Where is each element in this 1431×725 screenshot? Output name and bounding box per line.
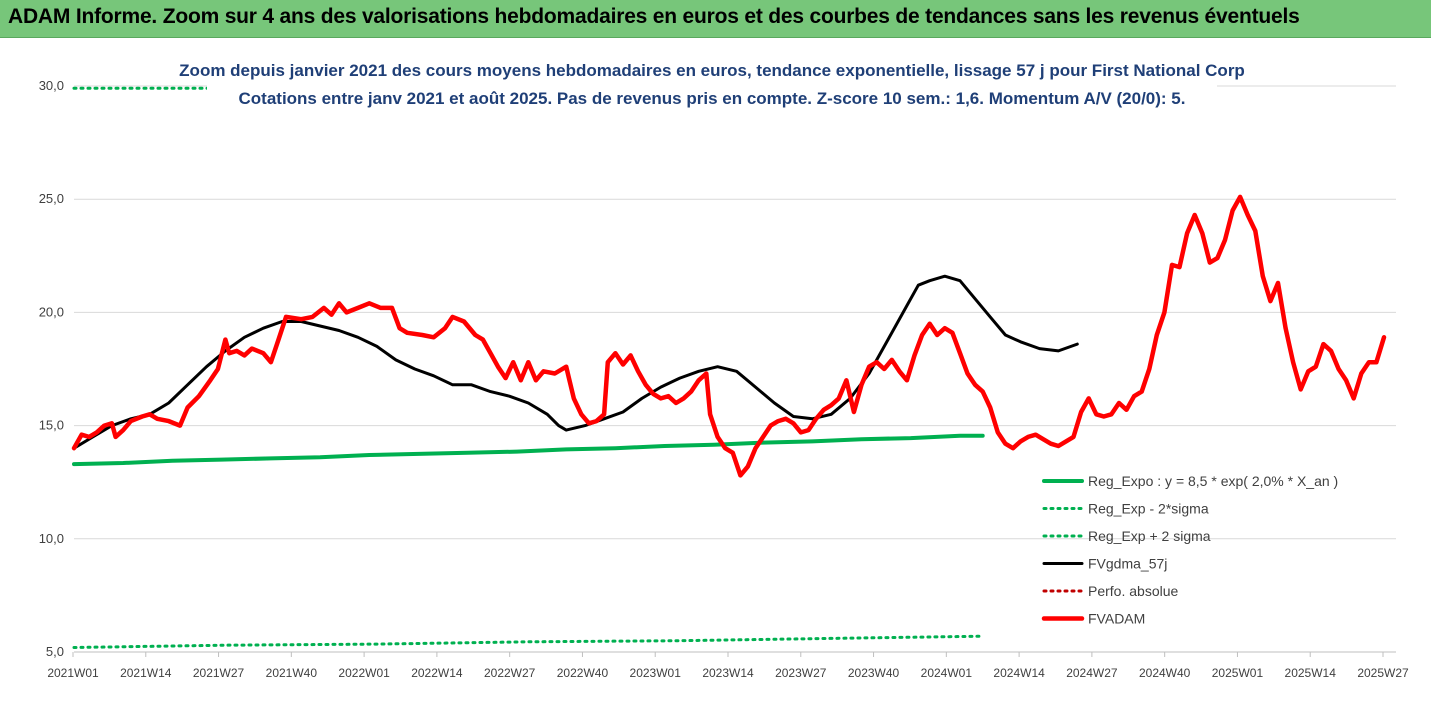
x-tick-label: 2021W01 xyxy=(47,666,99,680)
y-tick-label: 20,0 xyxy=(39,304,64,319)
x-tick-label: 2022W01 xyxy=(338,666,390,680)
x-tick-label: 2023W14 xyxy=(702,666,754,680)
banner-title: ADAM Informe. Zoom sur 4 ans des valoris… xyxy=(8,5,1300,28)
x-tick-label: 2024W40 xyxy=(1139,666,1191,680)
legend-label-3: FVgdma_57j xyxy=(1088,556,1167,572)
legend-label-1: Reg_Exp - 2*sigma xyxy=(1088,501,1209,517)
series-line-1 xyxy=(72,634,985,649)
x-tick-label: 2023W01 xyxy=(630,666,682,680)
y-tick-label: 10,0 xyxy=(39,531,64,546)
x-tick-label: 2025W14 xyxy=(1285,666,1337,680)
series-line-5 xyxy=(71,194,1387,478)
chart-subtitle: Cotations entre janv 2021 et août 2025. … xyxy=(239,89,1186,108)
y-axis: 5,0 10,0 15,0 20,0 25,0 30,0 xyxy=(39,78,64,659)
title-backdrop xyxy=(207,50,1217,112)
x-tick-label: 2022W40 xyxy=(557,666,609,680)
x-tick-label: 2025W01 xyxy=(1212,666,1264,680)
x-tick-label: 2021W14 xyxy=(120,666,172,680)
x-tick-label: 2024W01 xyxy=(921,666,973,680)
x-tick-label: 2022W14 xyxy=(411,666,463,680)
x-axis: 2021W01 2021W14 2021W27 2021W40 2022W01 2022W… xyxy=(47,652,1409,680)
x-tick-label: 2021W40 xyxy=(266,666,318,680)
chart-svg: 5,010,015,020,025,030,0 2021W01 2021W14 20… xyxy=(39,50,1409,680)
x-tick-label: 2024W14 xyxy=(993,666,1045,680)
series-line-3 xyxy=(72,274,1079,450)
y-tick-label: 5,0 xyxy=(46,644,64,659)
x-tick-label: 2023W27 xyxy=(775,666,827,680)
legend-label-0: Reg_Expo : y = 8,5 * exp( 2,0% * X_an ) xyxy=(1088,473,1338,489)
x-tick-label: 2024W27 xyxy=(1066,666,1118,680)
y-tick-label: 25,0 xyxy=(39,191,64,206)
y-tick-label: 30,0 xyxy=(39,78,64,93)
legend-label-2: Reg_Exp + 2 sigma xyxy=(1088,528,1211,544)
y-tick-label: 15,0 xyxy=(39,418,64,433)
x-tick-label: 2025W27 xyxy=(1357,666,1409,680)
chart-title: Zoom depuis janvier 2021 des cours moyen… xyxy=(179,61,1245,80)
x-tick-label: 2023W40 xyxy=(848,666,900,680)
legend: Reg_Expo : y = 8,5 * exp( 2,0% * X_an ) R… xyxy=(1041,473,1338,627)
chart-area: 5,0 10,0 15,0 20,0 25,0 30,0 2021W01 2021W14 20… xyxy=(0,38,1431,720)
x-tick-label: 2021W27 xyxy=(193,666,245,680)
banner: ADAM Informe. Zoom sur 4 ans des valoris… xyxy=(0,0,1431,38)
legend-label-5: FVADAM xyxy=(1088,611,1145,627)
legend-label-4: Perfo. absolue xyxy=(1088,583,1178,599)
x-tick-label: 2022W27 xyxy=(484,666,536,680)
series-line-0 xyxy=(72,433,985,467)
